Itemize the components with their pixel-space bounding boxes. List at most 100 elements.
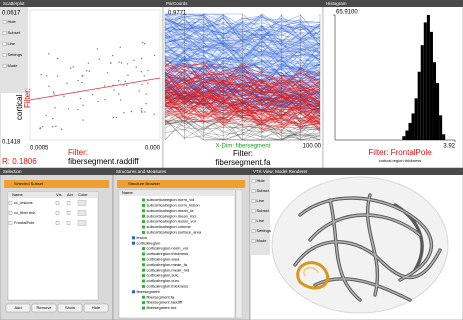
tree-header: Name xyxy=(122,190,133,195)
tree-leaf[interactable]: subcorticalregion.norm_lesion xyxy=(147,202,200,207)
tree-leaf-icon xyxy=(142,307,145,310)
checkbox[interactable] xyxy=(252,239,255,242)
tree-leaf[interactable]: corticalregion.curv xyxy=(147,278,179,283)
tree-leaf-icon xyxy=(142,226,145,229)
checkbox[interactable] xyxy=(67,201,70,204)
tree-leaf-icon xyxy=(142,301,145,304)
row-name: FrontalPole xyxy=(14,220,35,225)
checkbox[interactable] xyxy=(3,31,6,34)
scatter-dot xyxy=(73,66,74,67)
panel-title: Selection xyxy=(3,169,22,174)
column-header: Name xyxy=(12,192,23,197)
x-tick-label: 3.92 xyxy=(443,144,455,150)
scatter-dot xyxy=(52,118,53,119)
button-label: Remove xyxy=(37,305,53,310)
checkbox[interactable] xyxy=(67,211,70,214)
color-swatch[interactable] xyxy=(78,201,86,206)
tree-leaf-icon xyxy=(142,263,145,266)
row-name: cc_fiber.bch xyxy=(14,210,35,215)
tree-leaf[interactable]: corticalregion.sulc xyxy=(147,273,179,278)
tree-node[interactable]: fibersegment xyxy=(137,289,161,294)
x-max-label: 100.00 xyxy=(303,144,322,150)
histogram-bar xyxy=(436,83,439,140)
x-min-label: 0.0005 xyxy=(30,146,49,152)
checkbox[interactable] xyxy=(252,189,255,192)
tree-leaf[interactable]: corticalregion.thickness xyxy=(147,283,189,288)
color-swatch[interactable] xyxy=(78,221,86,226)
scatter-dot xyxy=(57,58,58,59)
checkbox[interactable] xyxy=(56,201,59,204)
filter-label: Filter: xyxy=(233,149,253,158)
y-min-label: 0.1418 xyxy=(2,140,21,146)
histogram-bar xyxy=(442,134,445,140)
scatter-dot xyxy=(110,62,111,63)
scatter-dot xyxy=(66,83,67,84)
y-max-label: 0.9771 xyxy=(168,11,187,17)
tree-leaf[interactable]: subcorticalregion.mean_fa xyxy=(147,208,195,213)
tree-leaf[interactable]: corticalregion.mean_fa xyxy=(147,262,188,267)
scatter-dot xyxy=(126,85,127,86)
tree-leaf[interactable]: subcorticalregion.surface_area xyxy=(147,229,202,234)
scatter-dot xyxy=(92,94,93,95)
panel-title: ParCoords xyxy=(166,1,188,6)
scatter-dot xyxy=(55,126,56,127)
y-tick-label: 65.9100 xyxy=(336,10,358,16)
scatter-dot xyxy=(123,112,124,113)
x-max-label: 0.000 xyxy=(145,146,161,152)
scatter-dot xyxy=(48,86,49,87)
y-max-label: 0.0617 xyxy=(2,11,21,17)
tree-leaf[interactable]: subcorticalregion.lesion_vol xyxy=(147,219,196,224)
tree-leaf[interactable]: corticalregion.norm_vol xyxy=(147,246,188,251)
tree-leaf[interactable]: corticalregion.area xyxy=(147,256,181,261)
button-label: Add xyxy=(14,305,21,310)
tree-leaf[interactable]: corticalregion.thickness xyxy=(147,251,189,256)
checkbox[interactable] xyxy=(9,201,12,204)
tree-leaf-icon xyxy=(142,253,145,256)
column-header: Act xyxy=(67,192,74,197)
histogram-bar xyxy=(405,131,408,140)
color-swatch[interactable] xyxy=(78,211,86,216)
checkbox-label: Subset xyxy=(257,188,270,193)
tree-node-icon xyxy=(132,236,135,239)
tree-leaf[interactable]: corticalregion.mean_md xyxy=(147,267,190,272)
tree-leaf[interactable]: fibersegment.md xyxy=(147,305,177,310)
scatter-dot xyxy=(46,75,47,76)
scatter-dot xyxy=(144,111,145,112)
checkbox[interactable] xyxy=(3,53,6,56)
checkbox[interactable] xyxy=(56,221,59,224)
scatter-dot xyxy=(121,62,122,63)
tree-node[interactable]: corticalregion xyxy=(137,240,161,245)
checkbox[interactable] xyxy=(3,42,6,45)
scatter-dot xyxy=(41,74,42,75)
checkbox[interactable] xyxy=(252,209,255,212)
checkbox[interactable] xyxy=(3,64,6,67)
filter-label: Filter: FrontalPole xyxy=(368,148,432,157)
checkbox[interactable] xyxy=(9,211,12,214)
tree-leaf[interactable]: subcorticalregion.mean_md xyxy=(147,213,196,218)
scatter-dot xyxy=(131,111,132,112)
checkbox[interactable] xyxy=(56,211,59,214)
tree-leaf[interactable]: fibersegment.fa xyxy=(147,294,175,299)
scatter-dot xyxy=(45,115,46,116)
histogram-bar xyxy=(433,62,436,140)
checkbox[interactable] xyxy=(3,20,6,23)
tree-leaf-icon xyxy=(142,269,145,272)
scatter-dot xyxy=(145,103,146,104)
tree-leaf[interactable]: fibersegment.raddiff xyxy=(147,300,183,305)
checkbox[interactable] xyxy=(9,221,12,224)
checkbox[interactable] xyxy=(252,199,255,202)
scatter-dot xyxy=(144,75,145,76)
checkbox[interactable] xyxy=(252,179,255,182)
checkbox[interactable] xyxy=(252,219,255,222)
scatter-dot xyxy=(141,58,142,59)
histogram-bar xyxy=(427,15,430,140)
scatter-dot xyxy=(48,53,49,54)
checkbox[interactable] xyxy=(67,221,70,224)
tree-leaf[interactable]: subcorticalregion.volume xyxy=(147,224,192,229)
tree-leaf[interactable]: subcorticalregion.norm_vol xyxy=(147,197,195,202)
checkbox[interactable] xyxy=(252,229,255,232)
scatter-dot xyxy=(53,91,54,92)
scrollbar[interactable] xyxy=(236,190,242,318)
checkbox-label: Subset xyxy=(257,208,270,213)
tree-node[interactable]: lesion xyxy=(137,235,147,240)
